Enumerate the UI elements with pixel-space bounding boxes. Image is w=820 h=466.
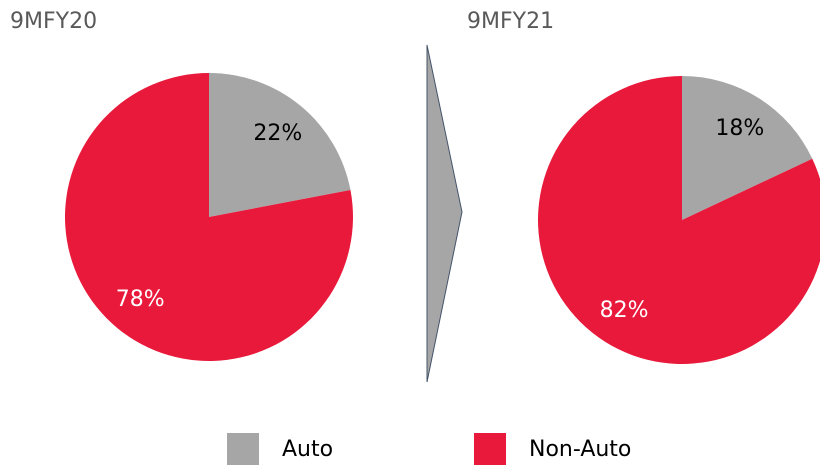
pie-slice — [209, 73, 351, 217]
legend-swatch — [474, 433, 506, 465]
data-label: 82% — [600, 298, 649, 323]
arrow — [426, 44, 463, 383]
legend-swatch — [227, 433, 259, 465]
pie-slice — [538, 76, 820, 364]
chart-title: 9MFY20 — [10, 9, 97, 34]
pie-slice — [682, 76, 813, 220]
data-label: 22% — [253, 121, 302, 146]
legend-label: Non-Auto — [529, 437, 631, 462]
legend-label: Auto — [282, 437, 333, 462]
pie-slice — [65, 73, 354, 362]
data-label: 18% — [715, 116, 764, 141]
chart-title: 9MFY21 — [467, 9, 554, 34]
data-label: 78% — [116, 287, 165, 312]
